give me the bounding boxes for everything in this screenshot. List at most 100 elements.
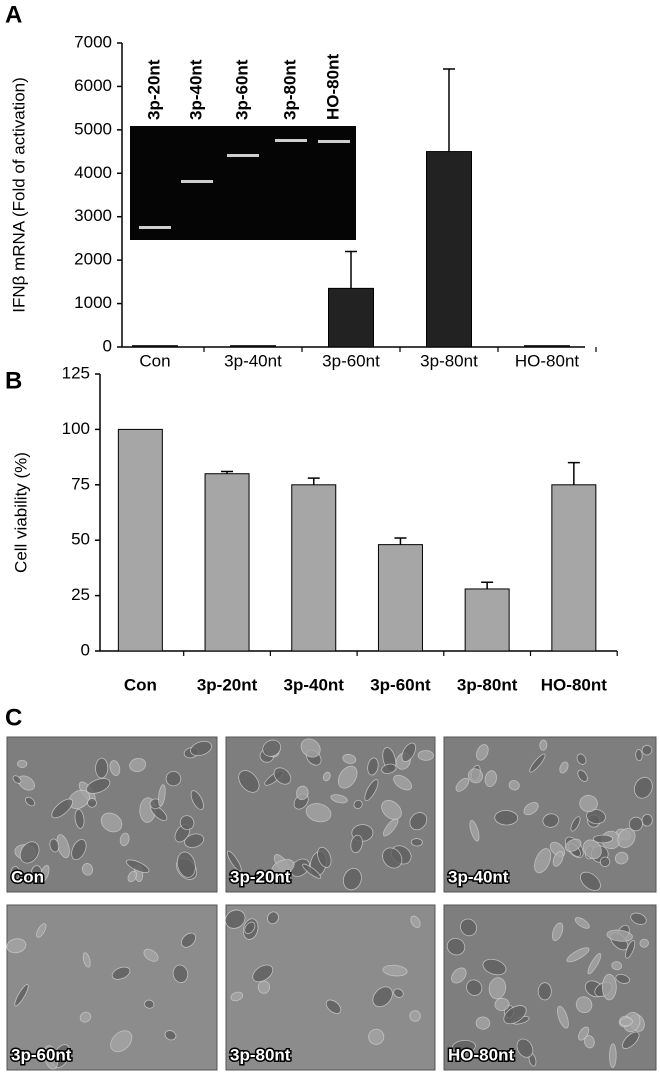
cell bbox=[582, 839, 602, 860]
cell bbox=[584, 1035, 595, 1049]
y-tick-label: 7000 bbox=[74, 32, 112, 51]
cell bbox=[252, 964, 274, 983]
cell bbox=[36, 923, 47, 938]
cell bbox=[523, 802, 539, 816]
cell bbox=[342, 753, 357, 764]
gel-lane-label: 3p-60nt bbox=[232, 59, 251, 120]
gel-inset bbox=[130, 126, 356, 240]
error-bar bbox=[481, 581, 494, 589]
cell bbox=[273, 767, 292, 785]
cell bbox=[381, 763, 397, 774]
cell bbox=[579, 871, 601, 891]
cell bbox=[82, 863, 94, 876]
bar bbox=[291, 484, 337, 652]
cell bbox=[190, 740, 212, 757]
cell bbox=[609, 1043, 617, 1069]
cell bbox=[85, 778, 111, 794]
x-tick-label: 3p-80nt bbox=[420, 351, 478, 370]
cell bbox=[494, 997, 510, 1011]
cell bbox=[641, 744, 653, 756]
cell bbox=[342, 868, 362, 891]
cell bbox=[322, 771, 331, 782]
cell bbox=[10, 866, 20, 880]
y-tick-label: 0 bbox=[81, 640, 90, 659]
cell bbox=[592, 834, 614, 844]
bar bbox=[117, 428, 163, 652]
cell bbox=[410, 915, 421, 928]
bar bbox=[551, 484, 597, 652]
cell bbox=[305, 803, 332, 823]
y-tick-label: 0 bbox=[103, 336, 112, 355]
y-tick-label: 125 bbox=[62, 363, 90, 382]
cell bbox=[317, 846, 332, 868]
cell bbox=[417, 750, 434, 761]
x-tick-label: Con bbox=[139, 351, 170, 370]
cell bbox=[577, 769, 588, 782]
cell bbox=[330, 794, 348, 804]
cell bbox=[49, 838, 60, 853]
cell bbox=[125, 859, 150, 873]
cell bbox=[619, 1017, 633, 1027]
cell bbox=[494, 810, 519, 826]
cell bbox=[74, 809, 85, 829]
cell bbox=[372, 986, 393, 1008]
cell bbox=[14, 983, 29, 1007]
cell bbox=[475, 1016, 491, 1030]
cell bbox=[109, 760, 121, 776]
x-tick-label: 3p-20nt bbox=[197, 675, 258, 694]
bar bbox=[328, 287, 374, 348]
cell bbox=[574, 917, 590, 929]
cell bbox=[576, 753, 587, 765]
cell bbox=[79, 1011, 92, 1023]
cell bbox=[551, 922, 564, 941]
gel-band bbox=[275, 139, 307, 142]
cell bbox=[617, 828, 636, 849]
cell bbox=[466, 979, 483, 996]
cell bbox=[367, 757, 379, 776]
cell bbox=[559, 761, 569, 774]
cell bbox=[460, 918, 477, 937]
gel-band bbox=[227, 154, 259, 157]
cell bbox=[350, 834, 363, 854]
y-tick-label: 25 bbox=[71, 585, 90, 604]
cell bbox=[639, 938, 649, 948]
micrograph-label: HO-80nt bbox=[448, 1045, 514, 1064]
micrograph-label: 3p-20nt bbox=[230, 867, 291, 886]
cell bbox=[381, 799, 402, 820]
x-tick-label: 3p-40nt bbox=[284, 675, 345, 694]
gel-band bbox=[139, 226, 171, 229]
cell bbox=[190, 790, 204, 811]
cell bbox=[575, 996, 593, 1014]
panel-label: B bbox=[5, 367, 22, 394]
y-tick-label: 4000 bbox=[74, 163, 112, 182]
cell bbox=[257, 980, 271, 994]
cell bbox=[534, 848, 552, 874]
cell bbox=[565, 838, 582, 852]
cell bbox=[451, 1040, 476, 1054]
cell bbox=[290, 858, 310, 877]
cell bbox=[179, 815, 195, 831]
error-bar bbox=[443, 68, 455, 152]
gel-lane-label: 3p-40nt bbox=[186, 59, 205, 120]
cell bbox=[599, 856, 611, 867]
y-tick-label: 50 bbox=[71, 530, 90, 549]
panel-label: A bbox=[5, 1, 22, 28]
cell bbox=[614, 851, 629, 865]
x-tick-label: 3p-40nt bbox=[224, 351, 282, 370]
bar bbox=[377, 544, 423, 652]
cell bbox=[262, 739, 282, 757]
cell bbox=[51, 798, 74, 819]
cell bbox=[508, 780, 520, 791]
cell bbox=[529, 753, 546, 773]
cell bbox=[368, 1028, 385, 1045]
cell bbox=[566, 947, 590, 963]
gel-band bbox=[318, 140, 350, 143]
cell bbox=[82, 952, 91, 968]
cell bbox=[110, 1030, 133, 1053]
y-tick-label: 1000 bbox=[74, 293, 112, 312]
y-axis-label: Cell viability (%) bbox=[11, 452, 30, 573]
y-tick-label: 3000 bbox=[74, 206, 112, 225]
cell bbox=[172, 964, 189, 983]
cell bbox=[364, 779, 379, 801]
y-tick-label: 75 bbox=[71, 474, 90, 493]
